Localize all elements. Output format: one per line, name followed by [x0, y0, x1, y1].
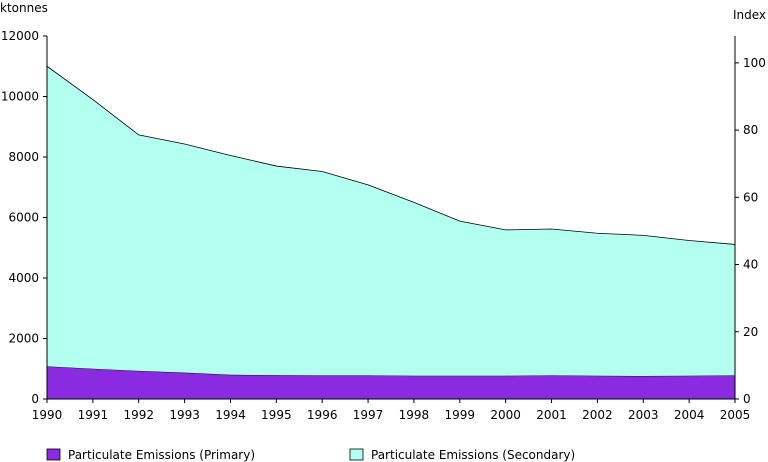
series-area-2	[47, 66, 735, 377]
chart-axes: 0 2000 4000 6000 8000 10000 12000 0 20 40 60 80 100 1…	[1, 29, 766, 422]
x-tick-label: 2004	[674, 408, 705, 422]
y-right-tick-label: 100	[743, 56, 766, 70]
x-tick-label: 1991	[78, 408, 109, 422]
y-right-axis-label: Index	[733, 8, 766, 22]
legend-label-2: Particulate Emissions (Secondary)	[371, 448, 575, 462]
x-tick-label: 1996	[307, 408, 338, 422]
y-left-tick-label: 10000	[1, 90, 39, 104]
y-right-tick-label: 80	[743, 123, 758, 137]
x-tick-label: 1993	[169, 408, 200, 422]
y-right-tick-label: 20	[743, 325, 758, 339]
series-line-2	[46, 65, 736, 245]
x-tick-label: 1998	[399, 408, 430, 422]
y-left-tick-label: 8000	[8, 150, 39, 164]
y-right-tick-label: 0	[743, 392, 751, 406]
legend-swatch-1	[46, 448, 61, 461]
y-left-tick-label: 4000	[8, 271, 39, 285]
chart-areas	[46, 65, 736, 399]
x-tick-label: 2005	[720, 408, 751, 422]
y-left-tick-label: 12000	[1, 29, 39, 43]
x-tick-label: 1994	[215, 408, 246, 422]
y-right-tick-label: 60	[743, 190, 758, 204]
x-tick-label: 1990	[32, 408, 63, 422]
x-tick-label: 2003	[628, 408, 659, 422]
y-left-tick-label: 0	[31, 392, 39, 406]
y-left-tick-label: 6000	[8, 211, 39, 225]
y-left-tick-label: 2000	[8, 332, 39, 346]
y-right-tick-label: 40	[743, 258, 758, 272]
legend-label-1: Particulate Emissions (Primary)	[68, 448, 255, 462]
x-tick-label: 1999	[445, 408, 476, 422]
y-left-axis-label: ktonnes	[0, 1, 48, 15]
legend-swatch-2	[349, 448, 364, 461]
x-tick-label: 1992	[123, 408, 154, 422]
x-tick-label: 2001	[536, 408, 567, 422]
x-tick-label: 1995	[261, 408, 292, 422]
legend: Particulate Emissions (Primary) Particula…	[46, 448, 575, 462]
x-tick-label: 2002	[582, 408, 613, 422]
x-tick-label: 2000	[490, 408, 521, 422]
x-tick-label: 1997	[353, 408, 384, 422]
